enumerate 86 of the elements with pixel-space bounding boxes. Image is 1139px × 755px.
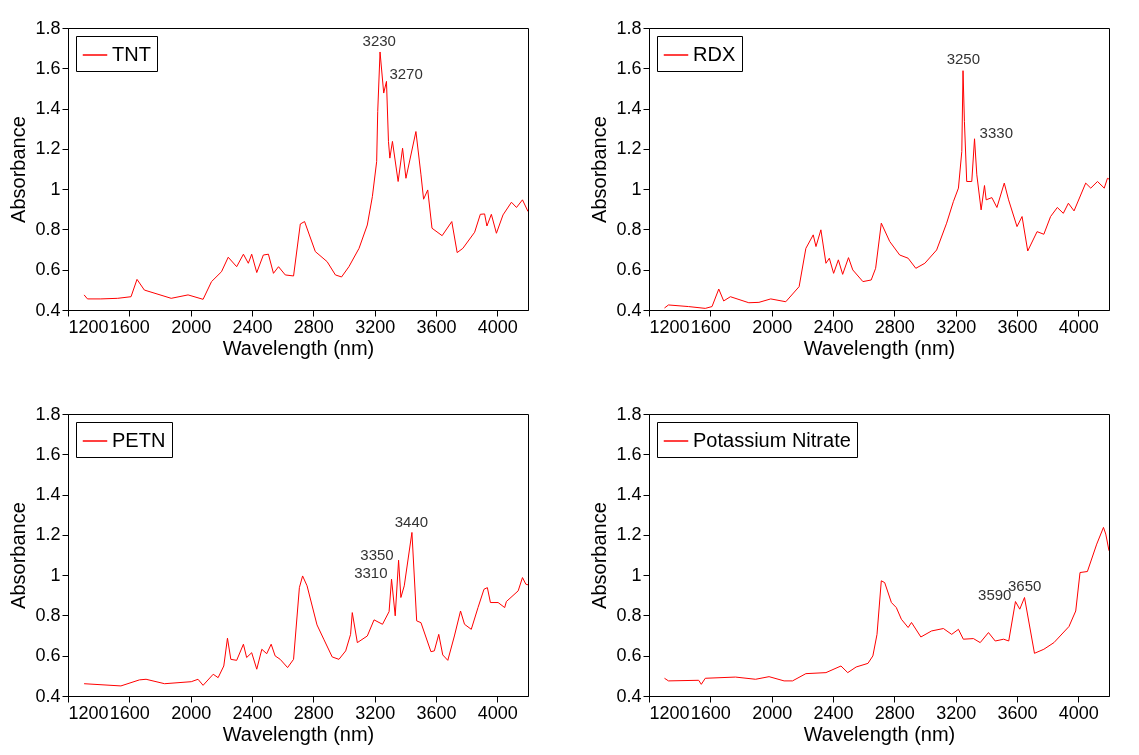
y-tick-label: 1.6: [35, 443, 61, 464]
x-tick-label: 1600: [109, 316, 150, 337]
x-tick-label: 2000: [752, 316, 793, 337]
line-series: [663, 526, 1109, 685]
y-tick-label: 0.4: [616, 685, 642, 706]
x-tick-label: 2000: [752, 702, 793, 723]
x-tick-label: 2800: [293, 702, 334, 723]
x-tick-label: 1200: [649, 316, 690, 337]
y-tick-label: 0.4: [35, 685, 61, 706]
y-tick-label: 0.6: [616, 645, 642, 666]
y-tick-label: 0.6: [616, 259, 642, 280]
annotation: 3250: [946, 50, 981, 68]
line-series: [83, 531, 528, 687]
x-tick-label: 2400: [813, 702, 854, 723]
line-series: [663, 70, 1109, 309]
y-tick-label: 1.6: [616, 57, 642, 78]
y-axis-title: Absorbance: [588, 116, 611, 223]
y-tick-label: 1.2: [616, 138, 642, 159]
x-tick-label: 3200: [355, 316, 396, 337]
y-tick-label: 1.8: [35, 403, 61, 424]
y-tick-label: 1: [631, 178, 642, 199]
y-tick-label: 1.4: [35, 484, 61, 505]
x-tick-label: 2800: [874, 702, 915, 723]
x-tick-label: 1600: [690, 702, 731, 723]
y-tick-label: 1.4: [616, 484, 642, 505]
x-tick-label: 2400: [232, 316, 273, 337]
y-tick-label: 0.8: [616, 604, 642, 625]
y-tick-label: 0.8: [35, 218, 61, 239]
x-tick-label: 3600: [416, 316, 457, 337]
y-tick-label: 1.4: [35, 98, 61, 119]
x-tick-label: 3200: [936, 702, 977, 723]
y-tick-label: 1.8: [616, 17, 642, 38]
y-tick-label: 1: [50, 564, 61, 585]
y-tick-label: 1.8: [616, 403, 642, 424]
y-tick-label: 1.6: [35, 57, 61, 78]
x-tick-label: 3200: [355, 702, 396, 723]
x-tick-label: 1600: [690, 316, 731, 337]
annotation: 3310: [354, 564, 388, 582]
x-tick-label: 2400: [232, 702, 273, 723]
y-tick-label: 1.2: [616, 524, 642, 545]
x-tick-label: 1200: [649, 702, 690, 723]
y-tick-label: 1.8: [35, 17, 61, 38]
y-tick-label: 1.2: [35, 524, 61, 545]
legend-label: TNT: [112, 43, 151, 65]
y-tick-label: 0.4: [35, 299, 61, 320]
x-tick-label: 4000: [477, 316, 518, 337]
y-tick-label: 1: [631, 564, 642, 585]
x-tick-label: 2400: [813, 316, 854, 337]
legend-label: Potassium Nitrate: [693, 429, 851, 451]
y-tick-label: 0.8: [35, 604, 61, 625]
y-tick-label: 0.6: [35, 259, 61, 280]
y-tick-label: 1: [50, 178, 61, 199]
legend-label: RDX: [693, 43, 736, 65]
x-tick-label: 2000: [171, 316, 212, 337]
y-axis-title: Absorbance: [7, 502, 30, 609]
x-tick-label: 3600: [997, 316, 1038, 337]
x-tick-label: 3200: [936, 316, 977, 337]
legend-label: PETN: [112, 429, 166, 451]
y-axis-title: Absorbance: [588, 502, 611, 609]
y-tick-label: 0.6: [35, 645, 61, 666]
x-axis-title: Wavelength (nm): [222, 336, 375, 359]
x-axis-title: Wavelength (nm): [803, 336, 956, 359]
y-tick-label: 1.4: [616, 98, 642, 119]
annotation: 3330: [979, 123, 1013, 141]
x-tick-label: 3600: [997, 702, 1038, 723]
annotation: 3270: [389, 65, 423, 83]
x-tick-label: 2800: [874, 316, 915, 337]
x-tick-label: 2800: [293, 316, 334, 337]
x-axis-title: Wavelength (nm): [803, 722, 956, 745]
y-tick-label: 1.6: [616, 443, 642, 464]
x-tick-label: 4000: [477, 702, 518, 723]
y-axis-title: Absorbance: [7, 116, 30, 223]
x-tick-label: 2000: [171, 702, 212, 723]
annotation: 3440: [394, 512, 429, 530]
x-tick-label: 1200: [68, 702, 109, 723]
y-tick-label: 0.4: [616, 299, 642, 320]
x-tick-label: 3600: [416, 702, 457, 723]
x-tick-label: 4000: [1058, 702, 1099, 723]
x-axis-title: Wavelength (nm): [222, 722, 375, 745]
annotation: 3350: [360, 546, 394, 564]
annotation: 3230: [362, 32, 396, 50]
y-tick-label: 1.2: [35, 138, 61, 159]
x-tick-label: 1200: [68, 316, 109, 337]
y-tick-label: 0.8: [616, 218, 642, 239]
x-tick-label: 4000: [1058, 316, 1099, 337]
x-tick-label: 1600: [109, 702, 150, 723]
